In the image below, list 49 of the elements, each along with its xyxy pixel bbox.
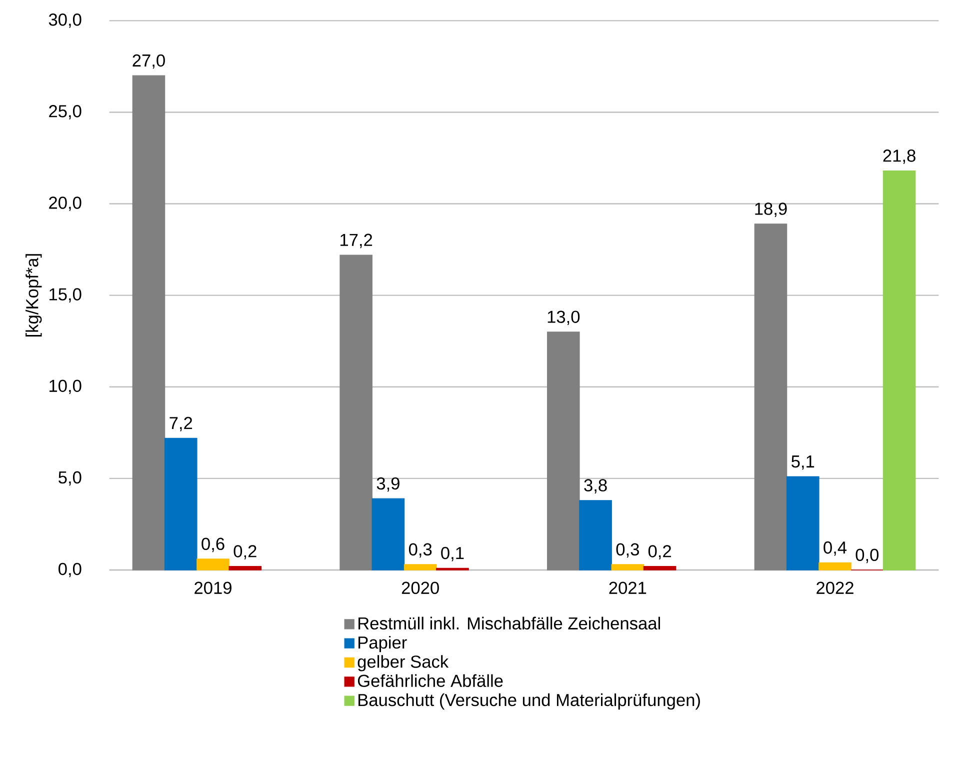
y-tick-label: 30,0 [48,14,82,28]
bar [818,562,852,570]
data-label: 0,0 [856,548,879,564]
bar [754,224,788,570]
bar [786,476,820,570]
data-label: 0,6 [202,538,224,552]
bar [882,170,916,570]
data-label: 5,1 [792,456,814,470]
y-tick-label: 15,0 [50,288,82,302]
data-label: 18,9 [755,202,787,217]
legend-label: Gefährliche Abfälle [358,674,503,688]
data-label: 0,3 [408,543,432,558]
data-label: 27,0 [132,54,165,69]
bar [340,254,372,570]
y-tick-label: 25,0 [49,105,82,120]
legend-label: Restmüll inkl. Mischabfälle Zeichensaal [358,616,660,630]
legend-label: Papier [358,636,407,652]
bar [164,438,198,570]
bar [643,566,676,570]
data-label: 0,2 [648,545,671,560]
legend-label: gelber Sack [358,655,449,672]
bar [404,564,437,570]
x-tick-label: 2019 [194,582,232,594]
data-label: 0,4 [824,541,847,556]
data-label: 0,2 [234,545,256,560]
legend-label: Bauschutt (Versuche und Materialprüfungen) [358,693,700,710]
bar [132,75,166,570]
bar [547,332,580,570]
x-tick-label: 2021 [609,582,646,594]
y-axis-title: [kg/Kopf*a] [26,254,42,336]
bar [579,500,612,570]
data-label: 7,2 [170,416,192,432]
data-label: 0,3 [616,543,639,558]
bar [228,566,262,570]
data-label: 13,0 [548,310,580,326]
data-label: 0,1 [441,546,464,562]
data-label: 3,8 [584,479,607,494]
bar [611,564,644,570]
y-tick-label: 5,0 [58,471,82,486]
bar [372,498,405,570]
x-tick-label: 2020 [402,582,439,594]
y-tick-label: 10,0 [50,380,82,394]
x-tick-label: 2022 [816,582,854,594]
y-tick-label: 0,0 [58,562,82,578]
data-label: 21,8 [883,150,916,164]
y-tick-label: 20,0 [49,196,82,211]
bar [196,558,230,570]
data-label: 3,9 [376,477,400,492]
data-label: 17,2 [340,234,372,248]
